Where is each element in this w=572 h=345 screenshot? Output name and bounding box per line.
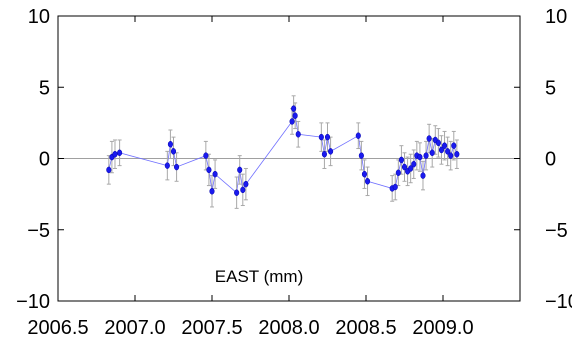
data-point — [206, 166, 212, 174]
axis-ticks: −10 −10 −5 −5 0 0 5 5 10 10 2006.5 2007.0 2007.5 2008… — [16, 6, 572, 339]
data-point — [203, 152, 209, 159]
data-point — [355, 132, 361, 139]
data-point — [364, 178, 371, 185]
y-tick-label-right: 5 — [545, 77, 556, 99]
y-tick-label-left: −5 — [27, 220, 50, 242]
x-tick-label: 2007.5 — [181, 317, 242, 339]
data-point — [234, 189, 240, 196]
y-tick-label-right: 0 — [545, 149, 556, 171]
data-point — [408, 165, 414, 172]
data-point — [328, 148, 334, 155]
data-point — [392, 183, 398, 191]
y-tick-label-left: 5 — [39, 77, 50, 99]
data-point — [289, 118, 295, 125]
x-tick-label: 2008.5 — [335, 317, 396, 339]
data-point — [324, 133, 331, 141]
data-point — [398, 156, 404, 164]
data-point — [240, 186, 246, 194]
data-point — [295, 131, 301, 138]
x-tick-label: 2006.5 — [27, 317, 88, 339]
y-tick-label-right: −5 — [545, 220, 568, 242]
data-point — [426, 135, 432, 142]
data-point — [438, 146, 445, 154]
data-point — [411, 160, 417, 168]
data-point — [401, 163, 408, 171]
y-tick-label-left: 0 — [39, 149, 50, 171]
data-point — [358, 152, 364, 159]
data-point — [435, 139, 441, 147]
data-point — [106, 166, 112, 174]
x-tick-label: 2008.0 — [258, 317, 319, 339]
data-point — [209, 188, 215, 195]
data-point — [420, 172, 426, 179]
data-point — [441, 142, 448, 149]
data-point — [448, 152, 454, 159]
data-point — [291, 105, 297, 112]
east-series — [106, 95, 460, 209]
data-point — [292, 112, 298, 119]
data-point — [395, 169, 401, 176]
data-point — [361, 170, 368, 178]
data-point — [417, 153, 423, 161]
x-tick-label: 2009.0 — [412, 317, 473, 339]
data-point — [167, 141, 173, 148]
data-point — [445, 148, 451, 155]
y-tick-label-right: 10 — [545, 6, 567, 28]
data-point — [174, 163, 180, 171]
data-point — [451, 142, 457, 149]
data-point — [117, 149, 123, 157]
data-point — [170, 148, 177, 155]
x-tick-label: 2007.0 — [104, 317, 165, 339]
plot-label: EAST (mm) — [215, 267, 303, 286]
y-tick-label-right: −10 — [545, 291, 572, 313]
data-point — [164, 162, 170, 169]
data-point — [243, 180, 249, 188]
y-tick-label-left: −10 — [16, 291, 50, 313]
data-point — [423, 152, 429, 159]
data-point — [112, 150, 118, 158]
y-tick-label-left: 10 — [28, 6, 50, 28]
data-point — [237, 166, 243, 174]
data-point — [212, 170, 218, 178]
data-point — [318, 133, 324, 141]
data-point — [454, 150, 460, 158]
data-point — [321, 150, 327, 158]
data-point — [429, 149, 435, 157]
